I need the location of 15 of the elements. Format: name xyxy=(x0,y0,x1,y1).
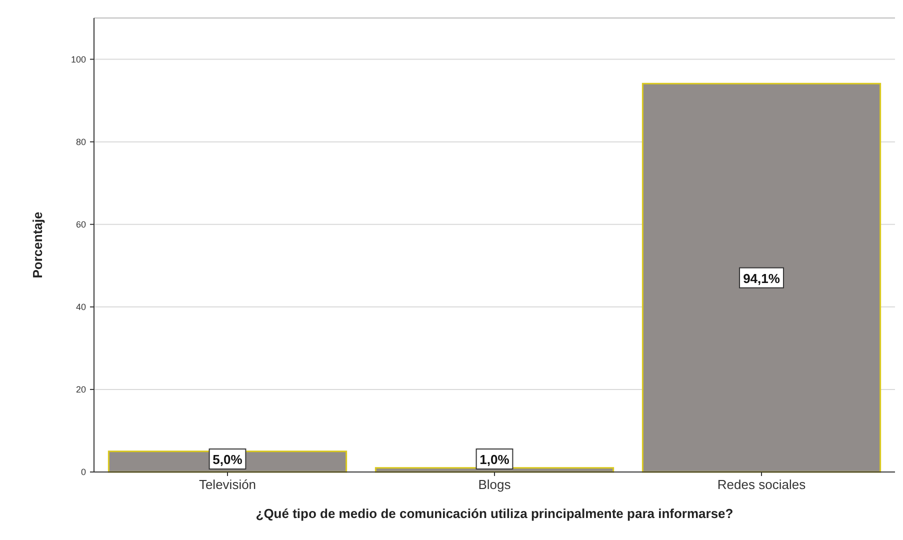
data-label: 1,0% xyxy=(480,452,510,467)
data-label: 5,0% xyxy=(212,452,243,467)
x-tick-label: Televisión xyxy=(198,477,256,492)
x-tick-label: Redes sociales xyxy=(717,477,806,492)
x-tick-label: Blogs xyxy=(478,477,512,492)
bar xyxy=(642,82,882,473)
data-label: 94,1% xyxy=(743,270,780,286)
y-tick-label: 100 xyxy=(70,54,86,64)
x-axis-title: ¿Qué tipo de medio de comunicación utiliza principalmente para informarse? xyxy=(256,506,734,521)
y-axis-title: Porcentaje xyxy=(30,212,45,278)
y-tick-label: 80 xyxy=(76,136,86,147)
y-tick-label: 60 xyxy=(76,219,86,230)
y-tick-label: 40 xyxy=(76,302,86,312)
y-tick-label: 0 xyxy=(80,467,86,477)
y-tick-label: 20 xyxy=(76,384,86,394)
